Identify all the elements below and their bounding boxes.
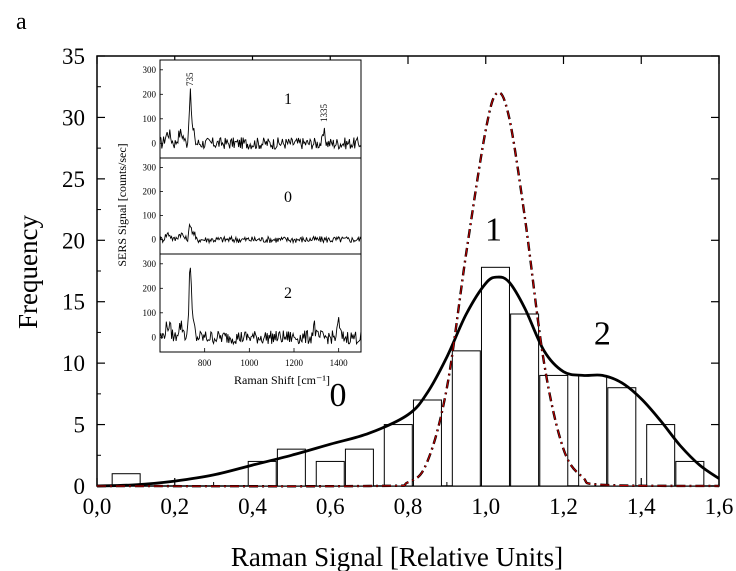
inset-x-tick-label: 1400 [330,358,349,368]
inset-y-tick-label: 300 [143,163,157,173]
sers-spectrum-line [159,267,362,346]
inset-y-tick-label: 300 [143,65,157,75]
x-tick-label: 1,0 [471,494,500,519]
histogram-bar [578,374,608,487]
histogram-bar [315,460,345,487]
y-tick-label: 25 [62,167,85,192]
y-tick-label: 15 [62,290,85,315]
histogram-bar [607,387,637,487]
kernel-density-curve [96,275,720,488]
histogram-bar [510,313,540,487]
inset-y-tick-label: 100 [143,114,157,124]
x-tick-label: 0,4 [238,494,267,519]
inset-peak-label: 1335 [319,104,329,123]
inset-y-tick-label: 300 [143,259,157,269]
sers-spectrum-line [159,88,362,150]
inset-x-axis-title: Raman Shift [cm⁻¹] [234,373,330,387]
x-tick-label: 0,2 [160,494,189,519]
peak-annotations: 0 1 2 [330,211,611,414]
inset-y-axis-title: SERS Signal [counts/sec] [115,143,129,266]
histogram-bar [451,350,481,487]
main-axes: 0,0 0,2 0,4 0,6 0,8 1,0 1,2 1,4 1,60510152025303… [62,44,733,519]
x-tick-label: 0,8 [394,494,423,519]
inset-y-tick-label: 200 [143,187,157,197]
inset-panel-frame [159,253,362,353]
inset-y-tick-label: 100 [143,308,157,318]
inset-background [160,60,361,352]
peak-label: 0 [330,377,347,414]
x-tick-label: 1,4 [627,494,656,519]
fit-curves [96,91,720,488]
inset-x-tick-label: 1200 [285,358,304,368]
histogram-bar [412,399,442,487]
inset-y-tick-label: 200 [143,89,157,99]
x-tick-label: 0,6 [316,494,345,519]
panel-label: a [16,9,27,35]
inset-panel-label: 0 [284,189,292,206]
histogram-bars [111,266,705,487]
inset-panel-label: 1 [284,91,292,108]
y-tick-label: 35 [62,44,85,69]
y-tick-label: 20 [62,228,85,253]
x-tick-label: 1,2 [549,494,578,519]
inset-x-tick-label: 1000 [240,358,259,368]
inset-y-tick-label: 0 [152,332,157,342]
peak-label: 2 [594,316,611,353]
x-tick-label: 1,6 [705,494,734,519]
gaussian-fit-curve-red [96,91,720,487]
y-tick-label: 10 [62,351,85,376]
inset-y-tick-label: 200 [143,283,157,293]
inset-peak-label: 735 [185,72,195,86]
inset-y-tick-label: 0 [152,138,157,148]
inset-sers-spectra: 0 100 200 300 1 735 1335 0 100 200 300 0 0 100 200 300 2… [143,59,362,368]
inset-y-tick-label: 0 [152,235,157,245]
y-tick-label: 0 [74,474,86,499]
y-tick-label: 30 [62,105,85,130]
inset-x-tick-label: 800 [198,358,212,368]
x-axis-title: Raman Signal [Relative Units] [231,542,563,571]
y-tick-label: 5 [74,413,86,438]
histogram-bar [383,424,413,487]
sers-spectrum-line [159,222,362,245]
histogram-bar [480,266,510,487]
histogram-bar [539,374,569,487]
x-tick-label: 0,0 [83,494,112,519]
inset-y-tick-label: 100 [143,211,157,221]
histogram-bar [344,448,374,487]
y-axis-title: Frequency [13,215,43,329]
peak-label: 1 [485,211,502,248]
inset-panel-label: 2 [284,285,292,302]
